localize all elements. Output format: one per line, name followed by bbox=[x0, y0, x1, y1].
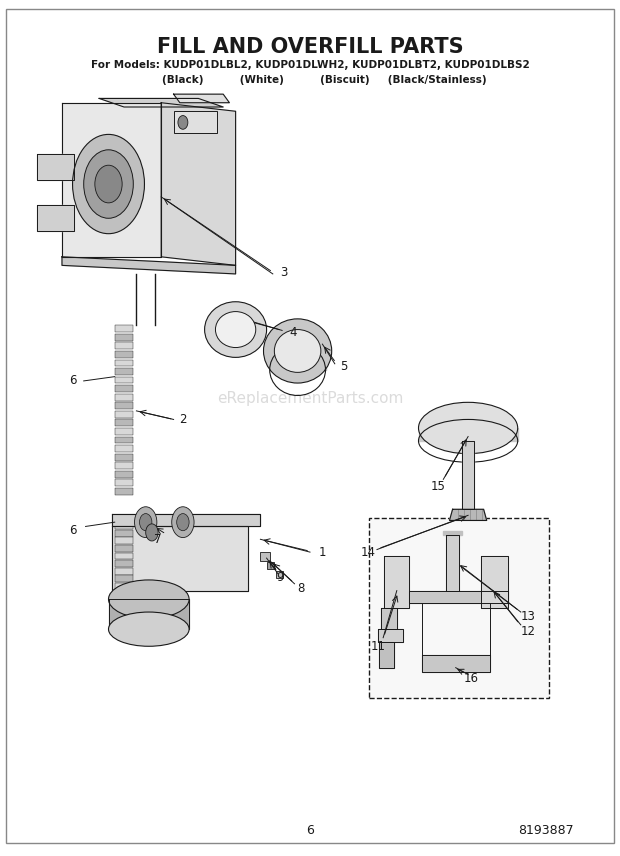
Polygon shape bbox=[115, 568, 133, 574]
Circle shape bbox=[84, 150, 133, 218]
Polygon shape bbox=[112, 514, 260, 526]
Polygon shape bbox=[270, 351, 326, 370]
Polygon shape bbox=[443, 531, 462, 535]
Polygon shape bbox=[379, 642, 394, 668]
Polygon shape bbox=[62, 257, 236, 274]
Polygon shape bbox=[115, 445, 133, 452]
Ellipse shape bbox=[205, 302, 267, 358]
Polygon shape bbox=[115, 454, 133, 461]
Ellipse shape bbox=[216, 312, 255, 348]
Polygon shape bbox=[115, 471, 133, 478]
Polygon shape bbox=[115, 522, 133, 529]
Circle shape bbox=[178, 116, 188, 129]
Text: (Black)          (White)          (Biscuit)     (Black/Stainless): (Black) (White) (Biscuit) (Black/Stainle… bbox=[133, 74, 487, 85]
Text: 6: 6 bbox=[69, 374, 77, 388]
Polygon shape bbox=[112, 526, 248, 591]
Polygon shape bbox=[108, 599, 189, 629]
Polygon shape bbox=[115, 360, 133, 366]
Polygon shape bbox=[418, 428, 518, 441]
Polygon shape bbox=[115, 591, 133, 597]
Polygon shape bbox=[381, 608, 397, 629]
Text: 14: 14 bbox=[361, 545, 376, 559]
Text: 2: 2 bbox=[179, 413, 187, 426]
Bar bbox=[260, 552, 270, 561]
Polygon shape bbox=[115, 583, 133, 590]
Polygon shape bbox=[115, 530, 133, 537]
Polygon shape bbox=[161, 103, 236, 265]
Bar bbox=[369, 518, 549, 698]
Polygon shape bbox=[378, 629, 403, 642]
Ellipse shape bbox=[108, 612, 189, 646]
Polygon shape bbox=[480, 556, 508, 608]
Polygon shape bbox=[115, 545, 133, 552]
Ellipse shape bbox=[108, 580, 189, 618]
Polygon shape bbox=[115, 488, 133, 495]
Ellipse shape bbox=[274, 330, 321, 372]
Polygon shape bbox=[446, 535, 459, 591]
Polygon shape bbox=[99, 98, 223, 107]
Text: 13: 13 bbox=[521, 609, 536, 623]
Polygon shape bbox=[115, 575, 133, 582]
Text: 6: 6 bbox=[69, 524, 77, 538]
Circle shape bbox=[73, 134, 144, 234]
Circle shape bbox=[140, 514, 152, 531]
Text: 15: 15 bbox=[430, 479, 445, 493]
Ellipse shape bbox=[264, 319, 332, 383]
Text: 9: 9 bbox=[277, 571, 284, 585]
Circle shape bbox=[146, 524, 158, 541]
Text: 8: 8 bbox=[298, 582, 305, 596]
Polygon shape bbox=[115, 411, 133, 418]
Polygon shape bbox=[450, 509, 487, 520]
Polygon shape bbox=[115, 325, 133, 332]
Polygon shape bbox=[409, 591, 508, 603]
Polygon shape bbox=[115, 334, 133, 341]
Polygon shape bbox=[384, 556, 409, 608]
Polygon shape bbox=[115, 342, 133, 349]
Polygon shape bbox=[37, 205, 74, 231]
Bar bbox=[174, 111, 217, 133]
Polygon shape bbox=[115, 419, 133, 426]
Circle shape bbox=[177, 514, 189, 531]
Circle shape bbox=[95, 165, 122, 203]
Polygon shape bbox=[115, 394, 133, 401]
Ellipse shape bbox=[418, 402, 518, 454]
Polygon shape bbox=[422, 655, 490, 672]
Polygon shape bbox=[115, 437, 133, 443]
Text: 3: 3 bbox=[280, 265, 288, 279]
Text: 8193887: 8193887 bbox=[518, 823, 574, 837]
Polygon shape bbox=[37, 154, 74, 180]
Polygon shape bbox=[174, 94, 229, 103]
Polygon shape bbox=[115, 402, 133, 409]
Text: 11: 11 bbox=[371, 639, 386, 653]
Circle shape bbox=[172, 507, 194, 538]
Polygon shape bbox=[115, 428, 133, 435]
Polygon shape bbox=[115, 560, 133, 567]
Text: eReplacementParts.com: eReplacementParts.com bbox=[217, 390, 403, 406]
Bar bbox=[267, 562, 274, 569]
Polygon shape bbox=[115, 553, 133, 560]
Polygon shape bbox=[115, 479, 133, 486]
Bar bbox=[276, 571, 283, 578]
Polygon shape bbox=[462, 441, 474, 509]
Polygon shape bbox=[115, 377, 133, 383]
Text: 1: 1 bbox=[319, 545, 326, 559]
Polygon shape bbox=[115, 368, 133, 375]
Text: 6: 6 bbox=[306, 823, 314, 837]
Text: FILL AND OVERFILL PARTS: FILL AND OVERFILL PARTS bbox=[157, 37, 463, 57]
Text: 4: 4 bbox=[289, 325, 296, 339]
Polygon shape bbox=[115, 385, 133, 392]
Polygon shape bbox=[115, 351, 133, 358]
Polygon shape bbox=[115, 538, 133, 544]
Polygon shape bbox=[115, 462, 133, 469]
Text: 16: 16 bbox=[464, 672, 479, 686]
Text: 12: 12 bbox=[521, 625, 536, 639]
Text: 7: 7 bbox=[154, 532, 162, 546]
Polygon shape bbox=[62, 103, 161, 257]
Circle shape bbox=[135, 507, 157, 538]
Text: For Models: KUDP01DLBL2, KUDP01DLWH2, KUDP01DLBT2, KUDP01DLBS2: For Models: KUDP01DLBL2, KUDP01DLWH2, KU… bbox=[91, 60, 529, 70]
Text: 5: 5 bbox=[340, 360, 348, 373]
